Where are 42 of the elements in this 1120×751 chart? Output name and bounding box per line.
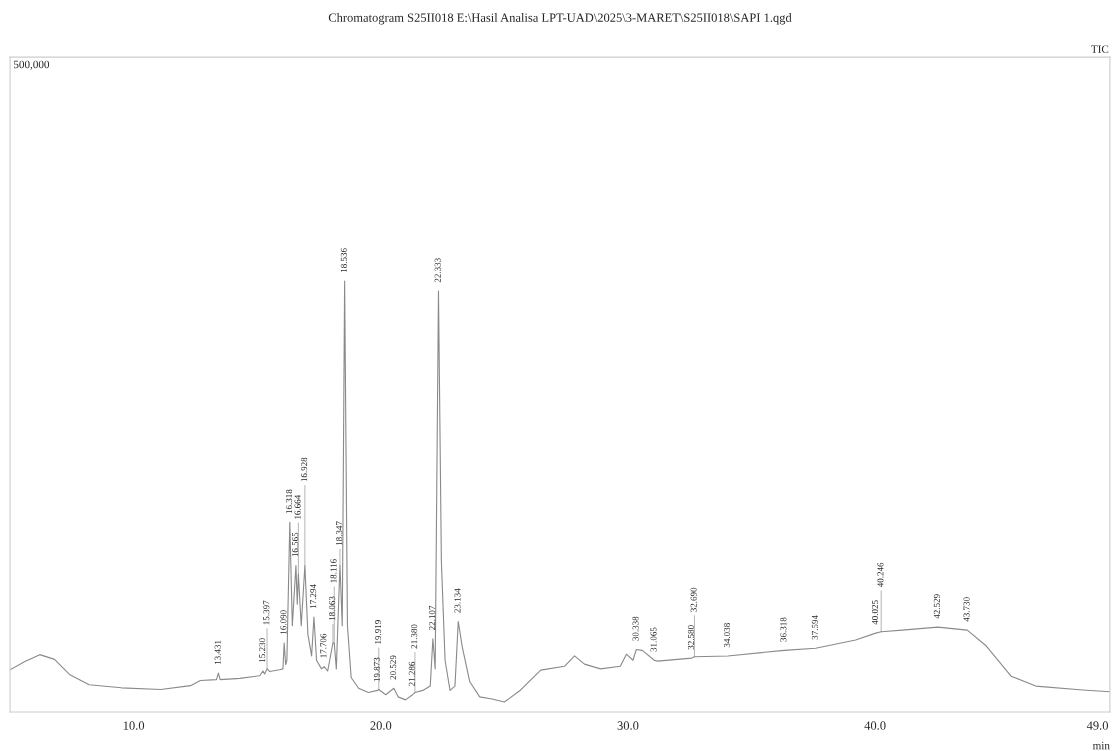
annotation: 21.380	[411, 624, 418, 649]
annotation: 16.928	[301, 457, 308, 482]
annotation: 34.038	[723, 623, 731, 648]
annotation: 40.025	[871, 600, 879, 625]
annotation: 40.246	[877, 562, 884, 588]
annotation: 18.347	[336, 521, 343, 546]
x-tick-label: 30.0	[617, 721, 639, 730]
annotation: 31.065	[650, 627, 657, 652]
annotation: 16.318	[285, 489, 293, 514]
text: 500,000	[14, 60, 50, 70]
annotation: 32.690	[690, 587, 697, 612]
x-tick-label: 49.0	[1086, 721, 1109, 730]
annotation: 36.318	[780, 617, 787, 642]
annotation: 15.230	[259, 638, 266, 662]
annotation: 17.294	[310, 584, 317, 609]
x-tick-label: 40.0	[864, 721, 886, 730]
annotation: 37.594	[811, 615, 818, 640]
annotation: 30.338	[632, 616, 639, 641]
annotation: 22.107	[429, 605, 436, 630]
annotation: 21.286	[408, 661, 415, 686]
chart-title: Chromatogram S25II018 E:\Hasil Analisa LPT-UAD\2025\3-MARET\S25II018\SAPI 1.qgd	[328, 13, 792, 25]
annotation: 23.134	[454, 588, 461, 613]
annotation: 42.529	[933, 594, 940, 619]
x-axis-title: min	[1092, 741, 1110, 750]
annotation: 16.664	[294, 494, 301, 519]
annotation: 20.529	[390, 655, 397, 680]
x-tick-label: 10.0	[123, 721, 145, 730]
annotation: 43.730	[963, 597, 970, 622]
text: TIC	[1091, 45, 1109, 53]
annotation: 15.397	[263, 600, 270, 625]
annotation: 18.116	[330, 559, 337, 583]
annotation: 19.919	[375, 620, 382, 644]
annotation: 16.090	[280, 610, 287, 634]
annotation: 19.873	[373, 657, 380, 682]
x-tick-label: 20.0	[370, 721, 392, 730]
annotation: 17.706	[320, 633, 327, 658]
annotation: 13.431	[214, 640, 221, 665]
annotation: 22.333	[434, 258, 441, 283]
annotation: 18.536	[340, 248, 347, 272]
annotation: 16.565	[292, 532, 299, 557]
annotation: 18.063	[329, 596, 336, 621]
annotation: 32.580	[687, 625, 695, 650]
